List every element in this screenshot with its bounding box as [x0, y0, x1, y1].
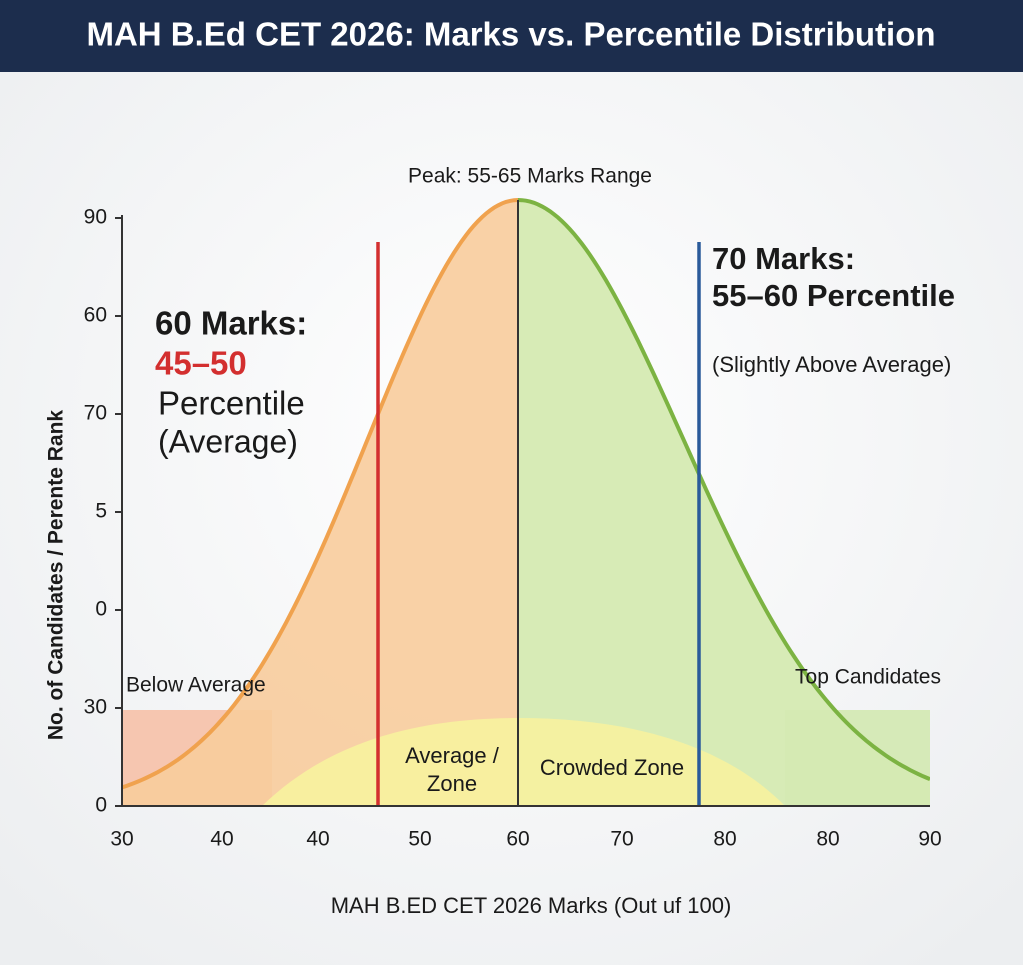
- peak-label: Peak: 55-65 Marks Range: [408, 165, 652, 188]
- x-tick-label: 40: [306, 828, 329, 851]
- curve-left: [122, 197, 518, 790]
- x-axis-label: MAH B.ED CET 2026 Marks (Out uf 100): [331, 893, 732, 918]
- callout-text: Percentile: [158, 385, 305, 422]
- zone-label: Below Average: [126, 674, 266, 697]
- x-tick-label: 70: [610, 828, 633, 851]
- y-tick-label: 5: [95, 500, 107, 523]
- callout-text: (Slightly Above Average): [712, 352, 951, 377]
- x-tick-label: 80: [816, 828, 839, 851]
- x-tick-label: 40: [210, 828, 233, 851]
- callout-text: 60 Marks:: [155, 305, 307, 342]
- curve-right: [518, 197, 930, 782]
- title-bar: [0, 0, 1023, 72]
- zone-label: Average /: [405, 743, 500, 768]
- average-dome: [262, 718, 785, 806]
- callout-text: 70 Marks:: [712, 241, 855, 276]
- zone-label: Crowded Zone: [540, 755, 684, 780]
- x-tick-label: 30: [110, 828, 133, 851]
- left-area: [122, 200, 518, 806]
- y-tick-label: 90: [84, 206, 107, 229]
- callout-text: 45–50: [155, 345, 247, 382]
- callout-text: 55–60 Percentile: [712, 278, 955, 313]
- right-area: [518, 200, 930, 806]
- y-tick-label: 70: [84, 402, 107, 425]
- callout-text: (Average): [158, 423, 298, 459]
- y-axis-label: No. of Candidates / Perente Rank: [45, 410, 68, 741]
- y-tick-label: 0: [95, 598, 107, 621]
- y-tick-label: 0: [95, 794, 107, 817]
- x-tick-label: 50: [408, 828, 431, 851]
- y-tick-label: 30: [84, 696, 107, 719]
- x-tick-label: 60: [506, 828, 529, 851]
- x-tick-label: 90: [918, 828, 941, 851]
- x-tick-label: 80: [713, 828, 736, 851]
- title: MAH B.Ed CET 2026: Marks vs. Percentile …: [86, 16, 935, 53]
- zone-label: Zone: [427, 771, 477, 796]
- zone-label: Top Candidates: [795, 666, 941, 689]
- y-tick-label: 60: [84, 304, 107, 327]
